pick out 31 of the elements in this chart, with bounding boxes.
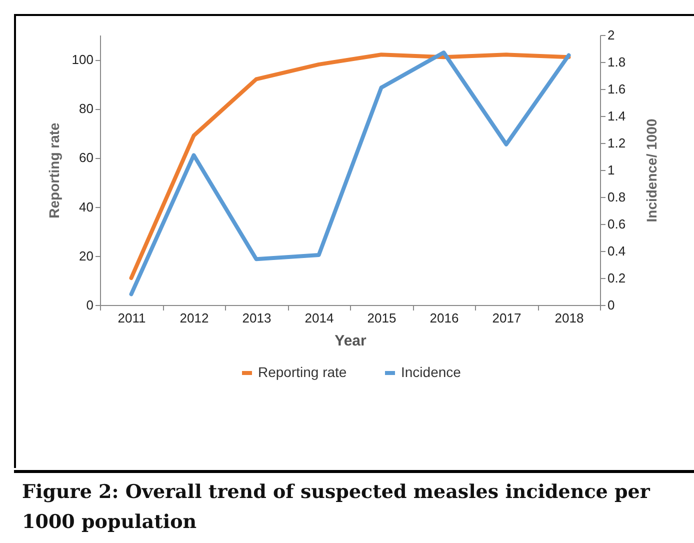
legend-label: Reporting rate: [258, 364, 347, 380]
x-tick-label: 2015: [367, 310, 396, 326]
y-tick-label: 0: [86, 298, 94, 312]
y2-tick-label: 0.6: [608, 216, 626, 232]
y2-tick-label: 1.8: [608, 54, 626, 70]
y-tick-label: 100: [72, 52, 94, 68]
y-tick-label: 20: [79, 248, 94, 264]
y-tick-label: 80: [79, 101, 94, 116]
y2-tick-label: 0.4: [608, 244, 626, 258]
y-tick-label: 40: [79, 199, 94, 214]
y2-tick-label: 1: [608, 162, 615, 178]
x-tick-label: 2011: [118, 310, 146, 326]
y2-tick-label: 0.8: [608, 190, 626, 204]
x-tick-label: 2014: [304, 310, 334, 326]
y-tick-label: 60: [79, 150, 94, 166]
y2-axis-title: Incidence/ 1000: [644, 118, 660, 222]
x-tick-label: 2012: [180, 310, 209, 326]
y2-tick-label: 1.4: [608, 108, 626, 124]
x-tick-label: 2017: [492, 310, 522, 326]
text: Figure 2: Overall trend of suspected measles incidence per 1000 population: [14, 470, 694, 541]
y-axis-title: Reporting rate: [46, 122, 62, 218]
x-axis-title: Year: [334, 332, 367, 350]
y2-tick-label: 0: [608, 298, 615, 312]
y2-tick-label: 2: [608, 28, 615, 42]
x-tick-label: 2013: [242, 310, 272, 326]
y2-tick-label: 1.6: [608, 82, 626, 96]
y2-tick-label: 0.2: [608, 270, 626, 286]
y2-tick-label: 1.2: [608, 136, 626, 150]
x-tick-label: 2016: [430, 310, 459, 326]
legend-label: Incidence: [401, 364, 462, 380]
x-tick-label: 2018: [554, 310, 584, 326]
